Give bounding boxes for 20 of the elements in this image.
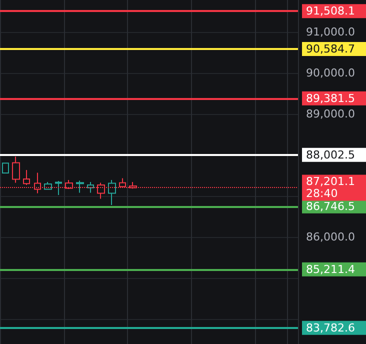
y-tick-label: 89,000.0: [306, 107, 355, 120]
y-tick-label: 90,000.0: [306, 66, 355, 80]
candlestick: [108, 179, 116, 206]
candlestick: [2, 162, 9, 174]
candlestick: [55, 180, 62, 196]
y-tick-label: 91,000.0: [306, 25, 355, 38]
candlestick: [44, 182, 52, 190]
ref-line-label: 90,584.7: [306, 42, 355, 56]
candlestick: [23, 169, 30, 186]
candlestick: [76, 180, 84, 194]
ref-line-label: 83,782.6: [306, 321, 355, 334]
candlestick: [12, 156, 20, 184]
ref-line-label: 91,508.1: [306, 4, 355, 18]
ref-line-label: 85,211.4: [306, 262, 355, 276]
ref-line-label: 88,002.5: [306, 148, 355, 162]
ref-line-label: 89,381.5: [306, 92, 355, 105]
ref-line-label: 87,201.1: [306, 175, 355, 188]
text: 28:40: [306, 187, 338, 200]
y-tick-label: 86,000.0: [306, 230, 355, 244]
ref-line-label: 86,746.5: [306, 200, 355, 213]
